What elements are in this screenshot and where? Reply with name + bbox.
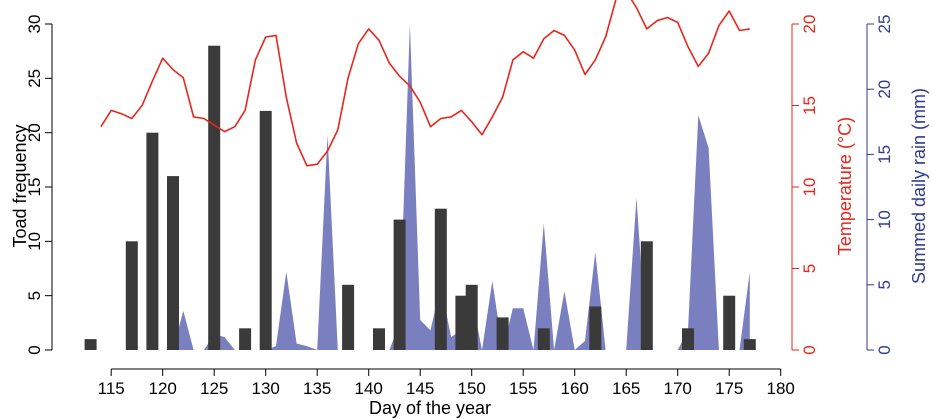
left-tick-label-5: 5: [25, 291, 44, 300]
bar-day-153: [496, 317, 509, 350]
bar-day-150: [465, 284, 478, 350]
bar-day-143: [393, 219, 406, 350]
rain-tick-label-5: 5: [875, 280, 894, 289]
bar-day-157: [537, 328, 550, 350]
x-tick-label-115: 115: [98, 379, 125, 398]
rain-axis-label: Summed daily rain (mm): [909, 88, 929, 284]
x-tick-label-155: 155: [509, 379, 537, 398]
bar-day-167: [640, 241, 653, 350]
temperature-tick-label-15: 15: [800, 96, 819, 115]
bar-day-141: [373, 328, 385, 350]
toad-bar-layer: [84, 45, 756, 351]
left-tick-label-0: 0: [25, 345, 44, 354]
bar-day-177: [743, 339, 756, 350]
x-tick-label-160: 160: [561, 379, 589, 398]
bar-day-121: [167, 176, 179, 350]
x-tick-label-175: 175: [715, 379, 743, 398]
rain-tick-label-10: 10: [875, 210, 894, 229]
temperature-tick-label-10: 10: [800, 178, 819, 197]
bar-day-125: [208, 45, 221, 350]
bar-day-162: [589, 306, 602, 350]
x-tick-label-120: 120: [149, 379, 177, 398]
left-tick-label-25: 25: [25, 69, 44, 88]
x-tick-label-125: 125: [200, 379, 228, 398]
temperature-tick-label-5: 5: [800, 264, 819, 273]
x-tick-label-180: 180: [767, 379, 795, 398]
rain-tick-label-20: 20: [875, 80, 894, 99]
axes-layer: 115 120 125 130 135 140 145 150 155 160 165 170 175 1…: [25, 15, 894, 398]
bar-day-138: [342, 284, 355, 350]
temperature-line: [100, 0, 750, 167]
left-tick-label-15: 15: [25, 178, 44, 197]
bar-day-175: [723, 295, 736, 350]
x-tick-label-165: 165: [612, 379, 640, 398]
x-tick-label-170: 170: [664, 379, 692, 398]
x-tick-label-150: 150: [458, 379, 486, 398]
bar-day-130: [259, 110, 272, 351]
rain-tick-label-15: 15: [875, 145, 894, 164]
temperature-tick-label-0: 0: [800, 345, 819, 354]
left-tick-label-30: 30: [25, 15, 44, 34]
bar-day-117: [125, 241, 138, 350]
rain-area-layer: [173, 24, 750, 350]
bar-day-171: [682, 328, 694, 350]
x-tick-label-145: 145: [406, 379, 434, 398]
x-tick-label-130: 130: [252, 379, 280, 398]
rain-area: [173, 24, 750, 350]
temperature-tick-label-20: 20: [800, 15, 819, 34]
x-tick-label-140: 140: [355, 379, 383, 398]
bar-day-149: [455, 295, 468, 350]
bar-day-113: [84, 339, 97, 350]
temperature-axis-label: Temperature (°C): [835, 117, 855, 255]
left-tick-label-10: 10: [25, 232, 44, 251]
rain-tick-label-25: 25: [875, 15, 894, 34]
x-axis-label: Day of the year: [369, 398, 491, 418]
bar-day-128: [239, 328, 252, 350]
rain-tick-label-0: 0: [875, 345, 894, 354]
temperature-line-layer: [100, 0, 750, 167]
left-axis-label: Toad frequency: [10, 124, 30, 247]
left-tick-label-20: 20: [25, 123, 44, 142]
x-tick-label-135: 135: [303, 379, 331, 398]
bar-day-119: [146, 132, 159, 350]
bar-day-147: [434, 208, 447, 350]
